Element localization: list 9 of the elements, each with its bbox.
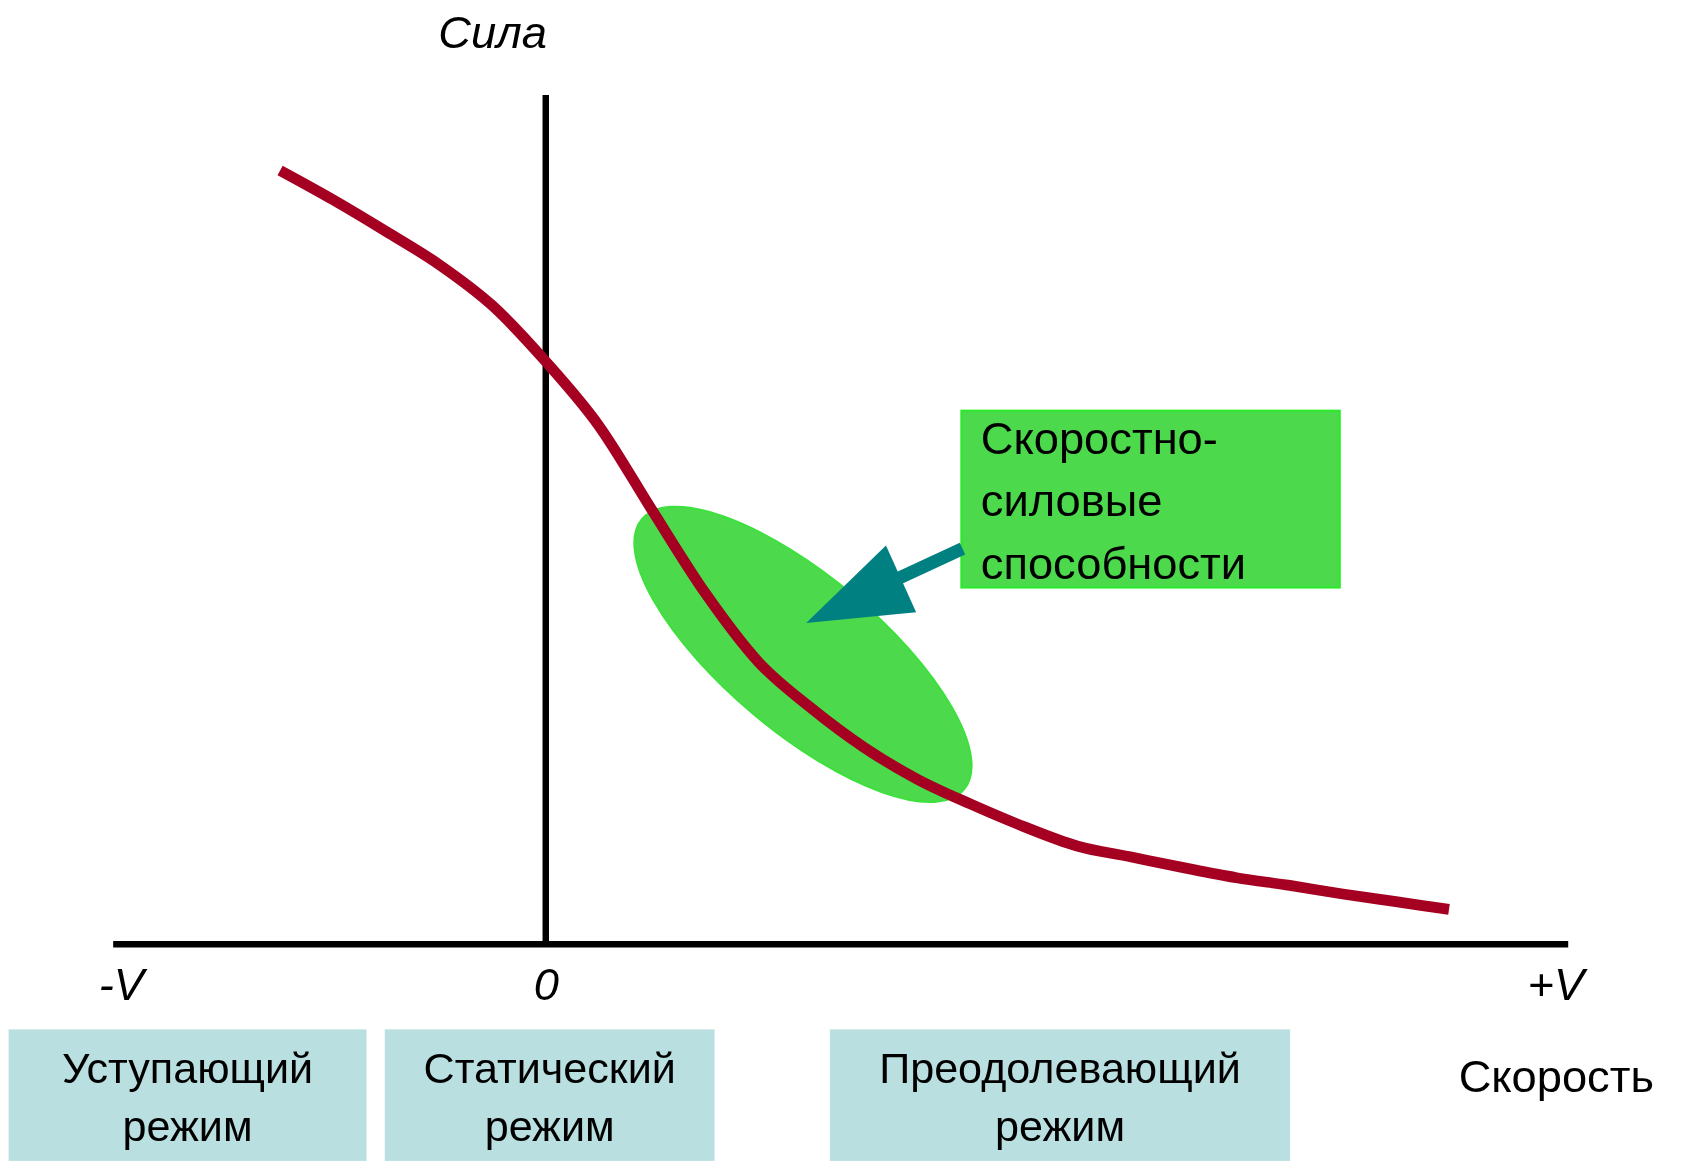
x-tick-label: 0 [533,959,559,1011]
y-axis-title: Сила [438,6,547,58]
x-tick-label: -V [98,959,148,1011]
annotation: Скоростно-силовые способности [980,412,1247,589]
text: Уступающий режим [61,1044,314,1151]
x-tick-label: +V [1527,959,1588,1011]
text: Статический режим [423,1044,676,1151]
text: Преодолевающий режим [879,1044,1241,1151]
x-axis-title: Скорость [1458,1050,1655,1102]
